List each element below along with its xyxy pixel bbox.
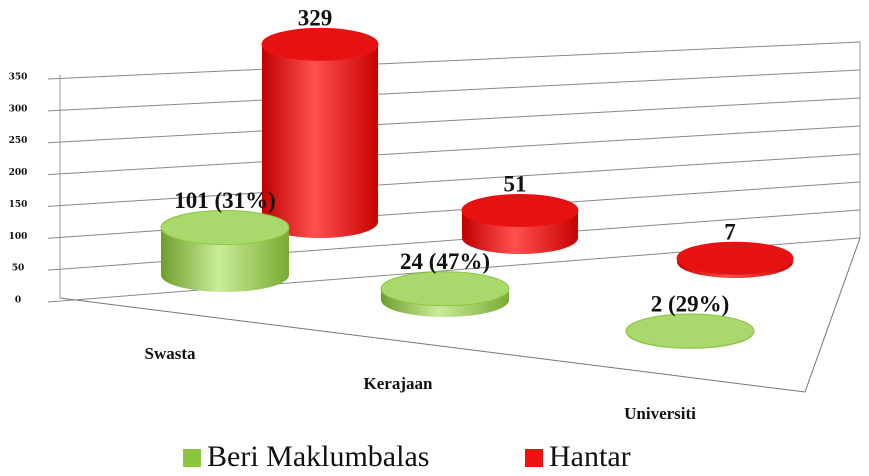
x-tick-label: Swasta bbox=[144, 344, 196, 363]
grid-line bbox=[47, 153, 861, 207]
bar bbox=[262, 44, 378, 239]
y-tick-label: 250 bbox=[9, 136, 28, 146]
bar bbox=[161, 227, 289, 292]
bar-top bbox=[160, 210, 290, 246]
grid-line bbox=[47, 69, 861, 112]
data-label: 7 bbox=[724, 220, 736, 245]
legend-label: Beri Maklumbalas bbox=[207, 440, 429, 473]
axes bbox=[59, 42, 861, 393]
y-tick-label: 100 bbox=[9, 232, 28, 242]
bar-top bbox=[380, 271, 510, 307]
y-tick-label: 150 bbox=[9, 200, 28, 210]
y-tick-label: 350 bbox=[9, 73, 28, 83]
legend-swatch bbox=[525, 449, 543, 467]
floor-edge bbox=[59, 297, 806, 393]
legend-swatch bbox=[183, 449, 201, 467]
data-label: 51 bbox=[504, 172, 527, 197]
data-label: 24 (47%) bbox=[400, 249, 490, 274]
x-tick-label: Kerajaan bbox=[364, 374, 433, 393]
data-label: 329 bbox=[298, 6, 333, 31]
bar-top bbox=[461, 193, 579, 227]
bar-top bbox=[261, 27, 379, 61]
data-label: 2 (29%) bbox=[651, 291, 730, 316]
bar-top bbox=[625, 313, 755, 349]
legend-label: Hantar bbox=[549, 440, 631, 473]
y-tick-label: 200 bbox=[9, 168, 28, 178]
data-label: 101 (31%) bbox=[174, 188, 276, 213]
y-tick-label: 50 bbox=[12, 264, 25, 274]
y-tick-label: 300 bbox=[9, 104, 28, 114]
floor-edge bbox=[804, 237, 861, 393]
grid-line bbox=[47, 41, 861, 80]
bar-top bbox=[676, 241, 794, 275]
y-tick-label: 0 bbox=[15, 296, 21, 306]
grid-line bbox=[47, 97, 861, 144]
grid-line bbox=[47, 125, 861, 176]
x-tick-label: Universiti bbox=[624, 404, 696, 423]
